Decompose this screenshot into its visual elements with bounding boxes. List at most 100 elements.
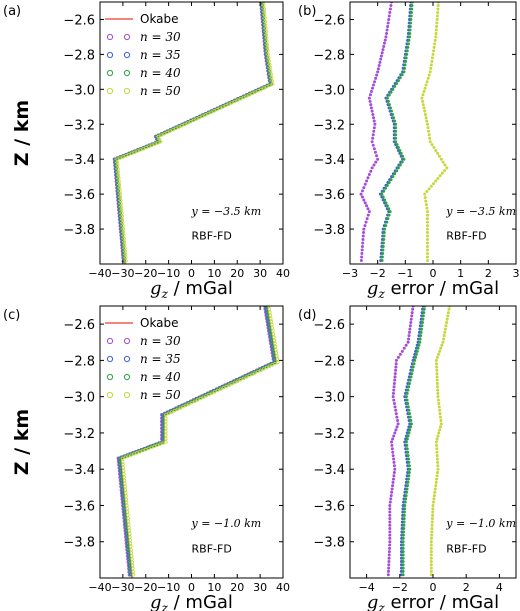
error-point [405, 49, 409, 53]
error-point [402, 520, 406, 524]
error-point [439, 418, 443, 422]
error-point [445, 166, 449, 170]
error-point [428, 136, 432, 140]
x-tick-label: −10 [157, 267, 180, 280]
error-point [425, 227, 429, 231]
y-tick-label: −2.6 [313, 13, 345, 28]
data-point [244, 94, 249, 98]
error-point [395, 169, 399, 173]
error-point [413, 358, 417, 362]
error-point [359, 259, 363, 263]
data-point [119, 224, 124, 228]
error-point [406, 434, 410, 438]
error-point [430, 59, 434, 63]
data-point [114, 163, 118, 168]
error-point [429, 540, 433, 544]
data-point [207, 392, 211, 397]
error-point [389, 90, 393, 94]
data-point [120, 214, 124, 219]
error-point [429, 536, 433, 540]
data-point [270, 323, 274, 327]
error-point [429, 543, 433, 547]
x-axis-label: gz error / mGal [367, 592, 499, 611]
data-point [267, 69, 271, 73]
error-point [380, 259, 384, 263]
data-point [261, 10, 265, 14]
error-point [388, 533, 392, 537]
data-point [215, 388, 220, 393]
error-point [393, 378, 397, 382]
data-point [130, 557, 134, 561]
error-point [393, 375, 397, 379]
error-point [362, 231, 366, 235]
data-point [265, 55, 269, 60]
error-point [388, 513, 392, 517]
error-point [400, 349, 404, 353]
error-point [427, 73, 431, 77]
data-point [263, 13, 267, 17]
error-point [388, 527, 392, 531]
error-point [393, 172, 397, 176]
error-point [388, 500, 392, 504]
data-point [266, 49, 270, 53]
data-point [191, 118, 196, 123]
data-point [158, 140, 163, 144]
data-point [123, 249, 127, 253]
panel-1: −2.6 −2.8 −3.0 −3.2 −3.4 −3.6 −3.8 −3 −2 −1 0 1 2 3 (b… [298, 1, 520, 301]
data-point [164, 436, 168, 441]
error-point [404, 395, 408, 399]
error-point [429, 184, 433, 188]
error-point [361, 241, 365, 245]
error-point [439, 346, 443, 350]
data-point [122, 236, 126, 241]
data-point [119, 208, 124, 212]
data-point [117, 179, 121, 184]
data-point [157, 137, 162, 141]
legend-label: n = 50 [140, 84, 181, 98]
data-point [268, 65, 272, 70]
legend-label: n = 40 [140, 66, 181, 80]
error-point [360, 255, 364, 259]
data-point [123, 455, 128, 459]
error-point [436, 470, 440, 474]
error-point [434, 35, 438, 39]
error-point [410, 7, 414, 11]
data-point [128, 541, 133, 546]
data-point [119, 221, 123, 225]
data-point [192, 399, 197, 404]
error-point [408, 378, 412, 382]
x-tick-label: 2 [463, 581, 470, 594]
error-point [394, 140, 398, 144]
data-point [181, 405, 185, 409]
error-point [386, 573, 390, 577]
data-point [118, 189, 122, 193]
error-point [396, 146, 400, 150]
method-text: RBF-FD [446, 543, 486, 556]
error-point [429, 63, 433, 67]
data-point [256, 89, 260, 93]
error-point [382, 231, 386, 235]
data-point [266, 52, 270, 57]
y-tick-label: −3.6 [313, 499, 345, 514]
error-point [363, 182, 367, 186]
error-point [379, 57, 383, 61]
legend-marker [123, 355, 131, 363]
data-point [121, 246, 126, 250]
data-point [129, 544, 133, 549]
error-point [438, 412, 442, 416]
data-point [121, 230, 126, 234]
error-point [391, 480, 395, 484]
x-axis-label: gz / mGal [150, 592, 233, 611]
legend-marker [123, 69, 131, 77]
data-point [272, 338, 277, 343]
data-point [132, 150, 137, 154]
data-point [117, 198, 121, 203]
error-point [366, 176, 370, 180]
error-point [425, 255, 429, 259]
error-point [404, 440, 408, 444]
data-point [263, 39, 268, 43]
x-tick-label: −1 [397, 267, 413, 280]
data-point [267, 364, 272, 368]
error-point [407, 337, 411, 341]
error-point [375, 73, 379, 77]
